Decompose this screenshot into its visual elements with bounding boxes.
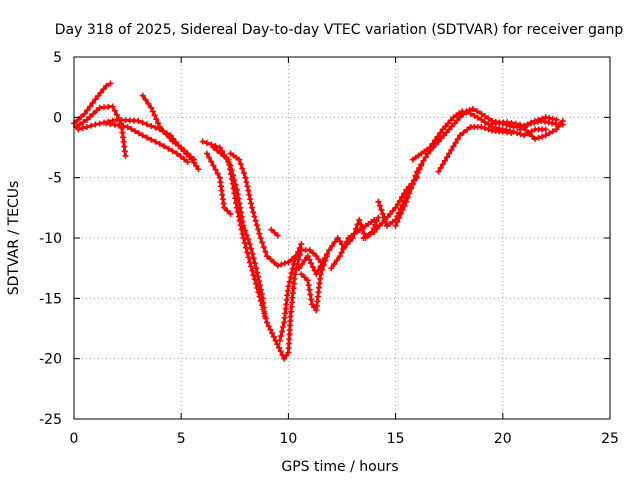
series-track-h (210, 144, 324, 362)
series-markers (227, 150, 303, 269)
x-tick-label: 15 (387, 431, 405, 447)
series-markers (435, 124, 515, 175)
grid-layer (74, 57, 610, 419)
series-markers (489, 118, 566, 143)
series-track-k (268, 226, 281, 239)
series-markers (298, 253, 330, 314)
series-markers (276, 241, 305, 344)
series-track-b (73, 103, 129, 159)
series-markers (203, 150, 234, 217)
x-tick-label: 20 (494, 431, 512, 447)
series-track-u (489, 118, 566, 143)
y-tick-label: -20 (39, 352, 62, 368)
series-layer (71, 80, 566, 362)
y-tick-label: -25 (39, 412, 62, 428)
series-markers (328, 216, 378, 272)
series-line (329, 218, 376, 270)
x-tick-label: 25 (601, 431, 619, 447)
y-tick-label: -15 (39, 291, 62, 307)
series-markers (139, 92, 198, 163)
series-track-j (276, 241, 305, 344)
series-track-i (227, 150, 303, 269)
series-track-e (139, 92, 198, 163)
y-tick-label: 5 (53, 50, 62, 66)
series-markers (268, 226, 281, 239)
y-tick-label: -10 (39, 231, 62, 247)
x-tick-label: 5 (177, 431, 186, 447)
series-track-n (328, 216, 378, 272)
series-track-m (298, 253, 330, 314)
y-axis-label: SDTVAR / TECUs (6, 181, 22, 296)
series-track-s (435, 124, 515, 175)
x-axis-label: GPS time / hours (281, 459, 398, 475)
y-tick-label: -5 (48, 171, 62, 187)
tick-layer: 0 5 10 15 20 25 5 0 -5 -10 -15 -20 -25 (39, 50, 619, 447)
series-markers (103, 120, 191, 165)
x-tick-label: 10 (279, 431, 297, 447)
y-tick-label: 0 (53, 110, 62, 126)
series-markers (73, 103, 129, 159)
chart-title: Day 318 of 2025, Sidereal Day-to-day VTE… (55, 22, 624, 38)
series-track-f (203, 150, 234, 217)
series-markers (210, 144, 324, 362)
x-tick-label: 0 (70, 431, 79, 447)
series-track-d (103, 120, 191, 165)
